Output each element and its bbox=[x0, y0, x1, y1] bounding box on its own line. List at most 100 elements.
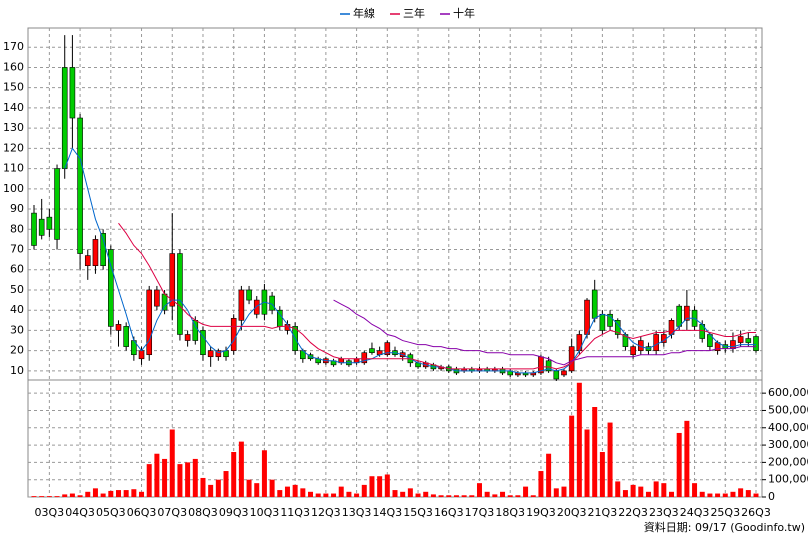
volume-bar bbox=[392, 490, 398, 497]
volume-bar bbox=[62, 494, 68, 497]
y2-tick-label: 0 bbox=[768, 490, 775, 503]
x-tick-label: 03Q3 bbox=[35, 506, 65, 519]
candle-body bbox=[230, 317, 237, 351]
volume-bar bbox=[300, 488, 306, 497]
volume-bar bbox=[31, 496, 37, 497]
x-tick-label: 06Q3 bbox=[127, 506, 157, 519]
volume-bar bbox=[707, 493, 713, 497]
plot-frame bbox=[27, 27, 763, 498]
volume-bar bbox=[546, 453, 552, 497]
volume-bar bbox=[384, 474, 390, 497]
volume-bar bbox=[592, 407, 598, 497]
volume-bar bbox=[69, 493, 75, 497]
volume-bar bbox=[599, 452, 605, 497]
candle-body bbox=[138, 350, 145, 360]
candle-body bbox=[146, 289, 153, 356]
y2-tick-label: 400,000 bbox=[768, 421, 808, 434]
candle-body bbox=[77, 117, 83, 254]
x-tick-label: 08Q3 bbox=[188, 506, 218, 519]
y-tick-label: 20 bbox=[10, 344, 24, 357]
y-tick-label: 150 bbox=[3, 81, 24, 94]
volume-bar bbox=[684, 420, 690, 497]
volume-bar bbox=[315, 493, 321, 497]
candle-body bbox=[684, 305, 690, 321]
x-tick-label: 26Q3 bbox=[741, 506, 771, 519]
volume-bar bbox=[246, 479, 252, 497]
x-tick-label: 20Q3 bbox=[557, 506, 587, 519]
y-tick-label: 100 bbox=[3, 182, 24, 195]
candle-body bbox=[108, 249, 114, 327]
candle-body bbox=[607, 313, 613, 327]
volume-bar bbox=[515, 495, 521, 497]
y2-tick-label: 500,000 bbox=[768, 403, 808, 416]
x-tick-label: 24Q3 bbox=[680, 506, 710, 519]
volume-bar bbox=[630, 484, 636, 497]
volume-bar bbox=[722, 493, 728, 497]
volume-bar bbox=[146, 464, 152, 497]
x-tick-label: 07Q3 bbox=[157, 506, 187, 519]
volume-bar bbox=[400, 491, 406, 497]
volume-bar bbox=[407, 488, 413, 497]
x-tick-label: 09Q3 bbox=[219, 506, 249, 519]
candle-body bbox=[653, 334, 659, 351]
candle-body bbox=[591, 289, 598, 319]
volume-bar bbox=[476, 483, 482, 497]
volume-bar bbox=[453, 495, 459, 497]
volume-bar bbox=[169, 429, 175, 497]
x-tick-label: 10Q3 bbox=[250, 506, 280, 519]
candle-body bbox=[369, 348, 375, 353]
volume-bar bbox=[162, 458, 168, 497]
y-tick-label: 10 bbox=[10, 364, 24, 377]
volume-bar bbox=[507, 495, 513, 497]
x-tick-label: 21Q3 bbox=[588, 506, 618, 519]
candle-body bbox=[115, 324, 122, 331]
volume-bar bbox=[484, 491, 490, 497]
volume-bar bbox=[92, 488, 98, 497]
volume-bar bbox=[46, 496, 52, 497]
volume-bar bbox=[500, 491, 506, 497]
candle-body bbox=[184, 334, 191, 341]
candle-body bbox=[92, 239, 99, 267]
volume-bar bbox=[223, 471, 229, 497]
volume-bar bbox=[753, 493, 759, 497]
volume-bar bbox=[338, 486, 344, 497]
legend-label: 三年 bbox=[403, 6, 425, 20]
candle-body bbox=[207, 350, 214, 358]
x-tick-label: 25Q3 bbox=[710, 506, 740, 519]
candle-body bbox=[745, 338, 752, 343]
volume-bar bbox=[538, 471, 544, 497]
candle-body bbox=[676, 305, 682, 327]
volume-bar bbox=[692, 483, 698, 497]
candle-body bbox=[730, 340, 736, 349]
volume-bar bbox=[438, 495, 444, 497]
candle-body bbox=[545, 360, 552, 372]
volume-bar bbox=[192, 458, 198, 497]
x-tick-label: 18Q3 bbox=[495, 506, 525, 519]
volume-bar bbox=[123, 490, 129, 497]
y-tick-label: 80 bbox=[10, 222, 24, 235]
y-tick-label: 120 bbox=[3, 141, 24, 154]
volume-bar bbox=[108, 490, 114, 497]
candle-body bbox=[154, 289, 160, 307]
volume-bar bbox=[361, 484, 367, 497]
volume-bar bbox=[39, 496, 45, 497]
candle-body bbox=[630, 346, 636, 356]
volume-bar bbox=[54, 496, 60, 497]
volume-bar bbox=[139, 491, 145, 497]
volume-bar bbox=[669, 491, 675, 497]
volume-bar bbox=[730, 491, 736, 497]
y-tick-label: 60 bbox=[10, 263, 24, 276]
volume-bar bbox=[576, 382, 582, 497]
y-tick-label: 50 bbox=[10, 283, 24, 296]
candle-body bbox=[161, 293, 168, 311]
volume-bar bbox=[200, 477, 206, 497]
volume-bar bbox=[308, 491, 314, 497]
volume-bar bbox=[323, 493, 329, 497]
volume-bar bbox=[430, 494, 436, 497]
y-tick-label: 40 bbox=[10, 303, 24, 316]
candle-body bbox=[177, 253, 183, 335]
candle-body bbox=[123, 326, 129, 347]
candle-body bbox=[215, 350, 222, 358]
y2-tick-label: 600,000 bbox=[768, 386, 808, 399]
